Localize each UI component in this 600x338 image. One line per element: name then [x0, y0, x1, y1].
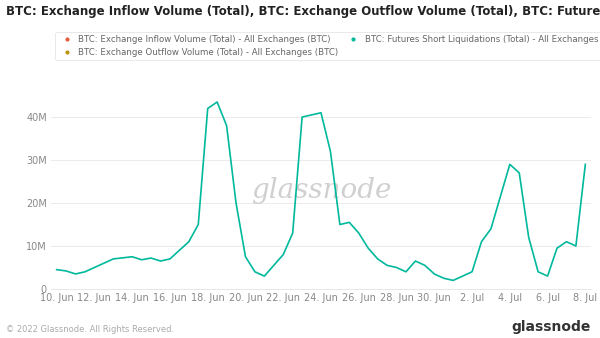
Text: glassnode: glassnode [251, 177, 391, 203]
Legend: BTC: Exchange Inflow Volume (Total) - All Exchanges (BTC), BTC: Exchange Outflow: BTC: Exchange Inflow Volume (Total) - Al… [55, 32, 600, 60]
Text: glassnode: glassnode [512, 320, 591, 334]
Text: BTC: Exchange Inflow Volume (Total), BTC: Exchange Outflow Volume (Total), BTC: : BTC: Exchange Inflow Volume (Total), BTC… [6, 5, 600, 18]
Text: © 2022 Glassnode. All Rights Reserved.: © 2022 Glassnode. All Rights Reserved. [6, 325, 174, 334]
